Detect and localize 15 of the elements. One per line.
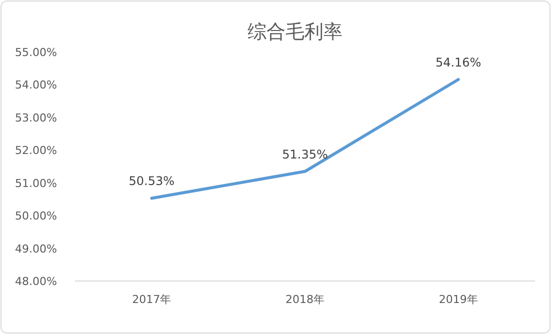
y-tick-label: 49.00% xyxy=(15,242,57,256)
y-tick-label: 52.00% xyxy=(15,144,57,158)
data-label: 54.16% xyxy=(435,55,482,70)
x-tick-label: 2018年 xyxy=(286,293,324,306)
x-tick-label: 2017年 xyxy=(132,293,172,306)
y-tick-label: 51.00% xyxy=(15,176,57,190)
y-tick-label: 54.00% xyxy=(15,78,57,92)
y-tick-label: 48.00% xyxy=(15,275,57,288)
data-label: 51.35% xyxy=(282,147,328,162)
data-label: 50.53% xyxy=(128,174,175,188)
chart-title: 综合毛利率 xyxy=(248,21,342,43)
y-tick-label: 53.00% xyxy=(15,111,57,124)
y-tick-label: 50.00% xyxy=(15,210,57,223)
x-tick-label: 2019年 xyxy=(438,293,478,306)
y-tick-label: 55.00% xyxy=(15,46,57,59)
